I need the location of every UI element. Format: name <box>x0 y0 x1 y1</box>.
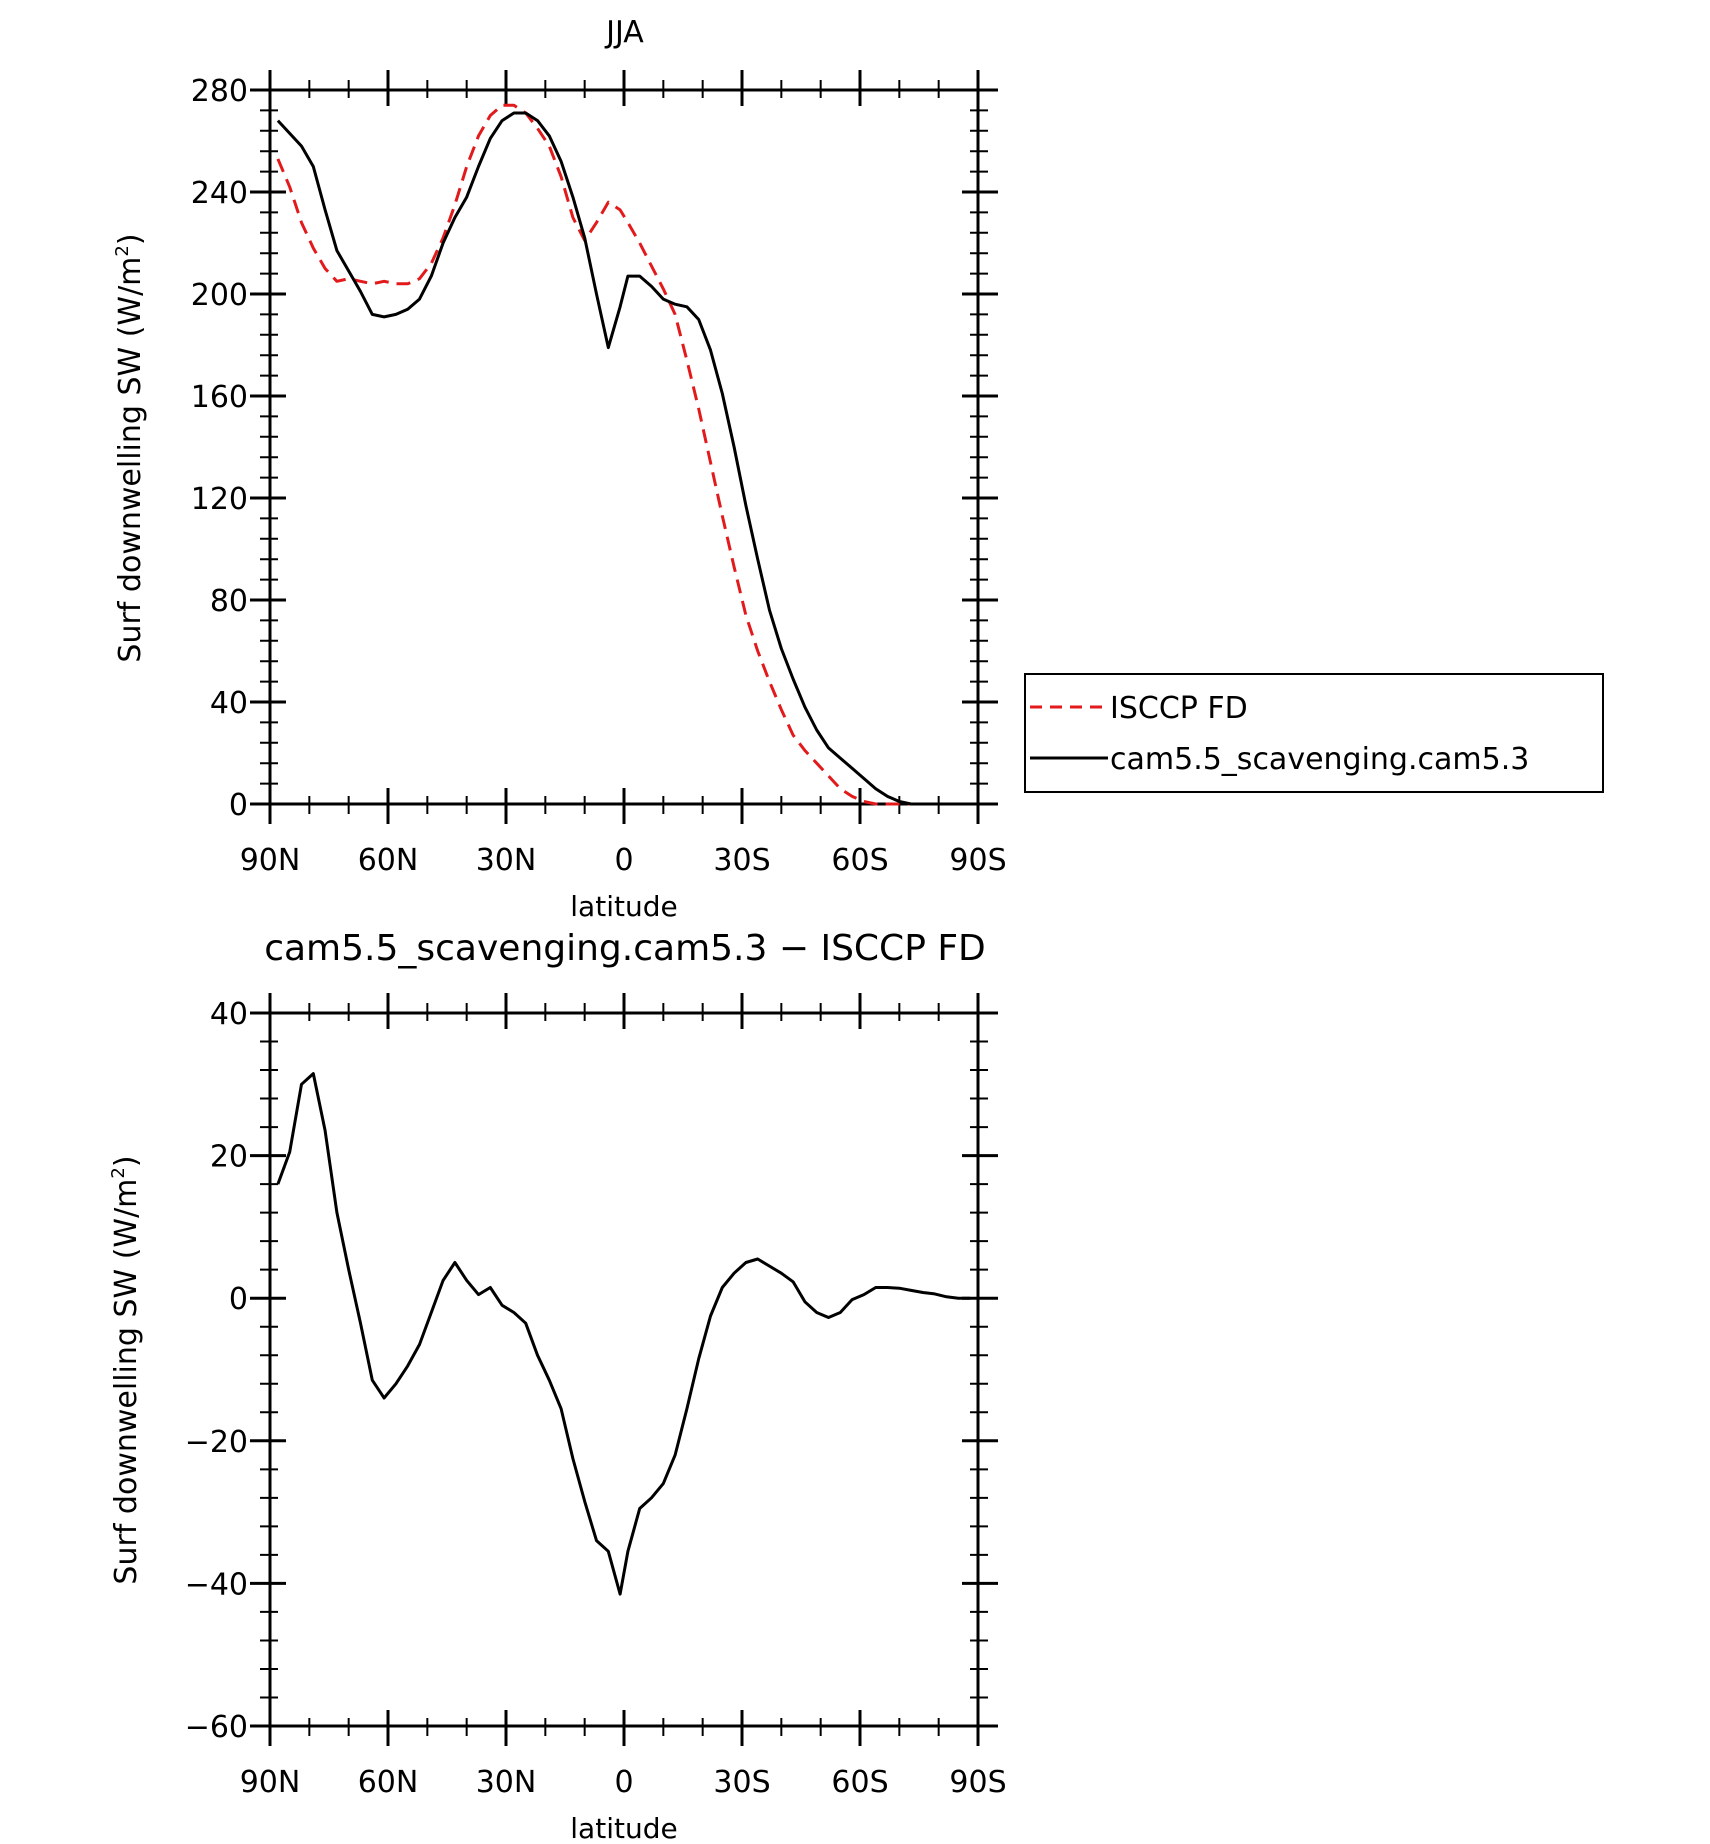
x-tick-label: 30N <box>476 1765 537 1800</box>
chart-title: JJA <box>604 15 644 50</box>
x-axis-label: latitude <box>570 890 677 923</box>
y-tick-label: 200 <box>191 278 248 313</box>
y-tick-label: 20 <box>210 1140 248 1175</box>
axis-ticks <box>250 993 998 1746</box>
x-axis-label: latitude <box>570 1812 677 1844</box>
y-tick-label: 40 <box>210 997 248 1032</box>
y-tick-label: 240 <box>191 176 248 211</box>
legend-label-cam: cam5.5_scavenging.cam5.3 <box>1110 742 1529 777</box>
plot-frame <box>268 88 980 806</box>
y-tick-label: −60 <box>185 1710 248 1745</box>
x-tick-label: 30S <box>713 1765 770 1800</box>
y-tick-label: 40 <box>210 686 248 721</box>
legend-box <box>1024 673 1604 793</box>
y-axis-label: Surf downwelling SW (W/m2) <box>112 233 148 662</box>
y-tick-labels: 0 40 80 120 160 200 240 280 <box>191 74 248 823</box>
series-lines <box>276 103 971 806</box>
x-tick-label: 30N <box>476 843 537 878</box>
x-tick-label: 90N <box>240 1765 301 1800</box>
legend: ISCCP FD cam5.5_scavenging.cam5.3 <box>1024 673 1604 793</box>
y-tick-label: 0 <box>229 788 248 823</box>
x-tick-label: 90S <box>949 843 1006 878</box>
axis-ticks <box>250 70 998 824</box>
jja-chart-panel: JJA 0 40 80 120 160 200 240 280 90N 60N 30N 0 30S 60… <box>112 15 1604 923</box>
x-tick-label: 60S <box>831 1765 888 1800</box>
series-line-isccp <box>276 103 971 806</box>
difference-chart-panel: cam5.5_scavenging.cam5.3 − ISCCP FD −60−… <box>108 928 1007 1844</box>
x-tick-label: 60S <box>831 843 888 878</box>
legend-label-isccp: ISCCP FD <box>1110 691 1248 726</box>
x-tick-labels: 90N 60N 30N 0 30S 60S 90S <box>240 843 1007 878</box>
y-tick-label: −20 <box>185 1425 248 1460</box>
y-tick-label: 280 <box>191 74 248 109</box>
y-axis-label: Surf downwelling SW (W/m2) <box>108 1155 144 1584</box>
plot-frame <box>268 1011 980 1728</box>
series-line-cam <box>276 111 971 806</box>
y-tick-labels: −60 −40 −20 0 20 40 <box>185 997 248 1745</box>
x-tick-label: 90S <box>949 1765 1006 1800</box>
series-lines <box>276 1072 971 1596</box>
x-tick-label: 60N <box>358 1765 419 1800</box>
x-tick-label: 0 <box>614 1765 633 1800</box>
x-tick-label: 90N <box>240 843 301 878</box>
x-tick-label: 30S <box>713 843 770 878</box>
y-tick-label: 0 <box>229 1282 248 1317</box>
y-tick-label: 160 <box>191 380 248 415</box>
y-tick-label: −40 <box>185 1567 248 1602</box>
x-tick-label: 0 <box>614 843 633 878</box>
chart-title: cam5.5_scavenging.cam5.3 − ISCCP FD <box>264 928 986 969</box>
x-tick-label: 60N <box>358 843 419 878</box>
y-tick-label: 120 <box>191 482 248 517</box>
x-tick-labels: 90N 60N 30N 0 30S 60S 90S <box>240 1765 1007 1800</box>
series-line-cam <box>276 1072 971 1596</box>
y-tick-label: 80 <box>210 584 248 619</box>
